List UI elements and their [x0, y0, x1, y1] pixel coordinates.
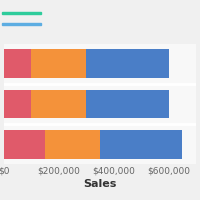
Bar — [4, 49, 31, 78]
Bar — [31, 49, 86, 78]
Bar — [100, 130, 182, 159]
Bar — [31, 90, 86, 118]
Bar — [4, 90, 31, 118]
Bar — [4, 130, 45, 159]
Bar — [86, 49, 169, 78]
X-axis label: Sales: Sales — [83, 179, 117, 189]
Bar — [45, 130, 100, 159]
Bar — [86, 90, 169, 118]
